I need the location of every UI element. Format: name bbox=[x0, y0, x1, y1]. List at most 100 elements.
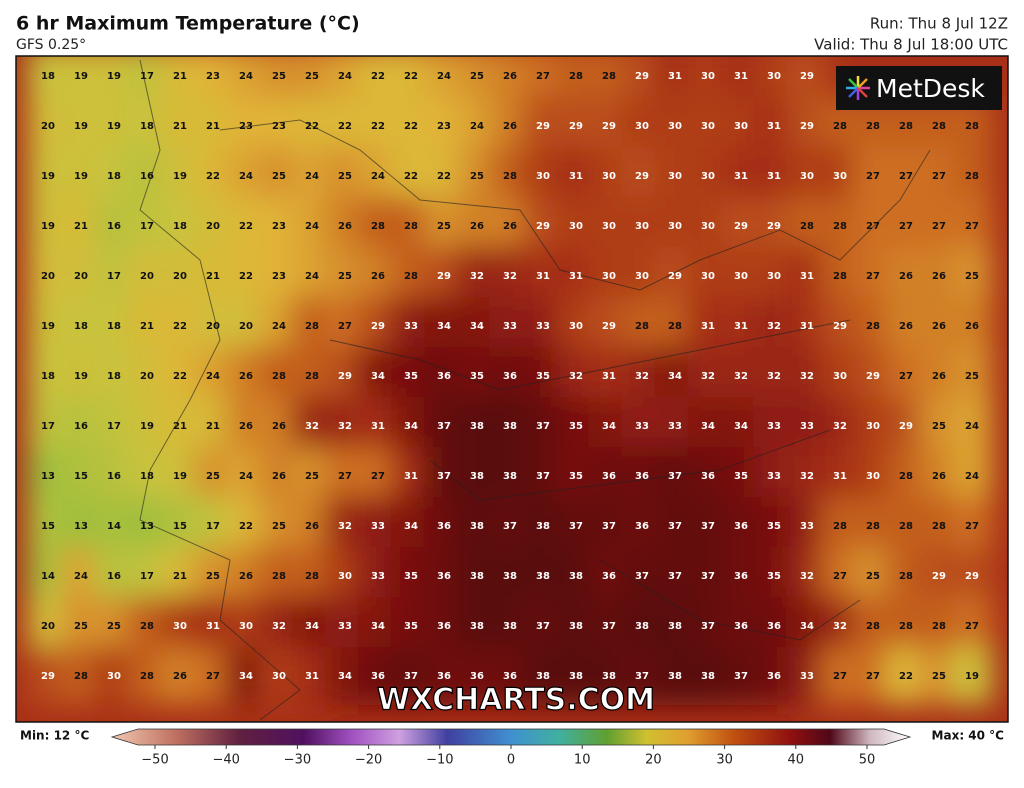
temperature-label: 24 bbox=[206, 371, 220, 382]
temperature-label: 35 bbox=[767, 571, 781, 582]
temperature-label: 28 bbox=[899, 471, 913, 482]
temperature-label: 19 bbox=[74, 121, 88, 132]
temperature-label: 27 bbox=[206, 671, 220, 682]
temperature-label: 37 bbox=[437, 471, 451, 482]
temperature-label: 37 bbox=[668, 521, 682, 532]
temperature-label: 34 bbox=[404, 421, 418, 432]
temperature-label: 32 bbox=[734, 371, 748, 382]
temperature-label: 36 bbox=[734, 571, 748, 582]
colorbar-tick-label: 50 bbox=[859, 753, 876, 768]
temperature-label: 34 bbox=[734, 421, 748, 432]
temperature-label: 29 bbox=[602, 321, 616, 332]
temperature-label: 36 bbox=[635, 471, 649, 482]
temperature-label: 34 bbox=[305, 621, 319, 632]
temperature-label: 31 bbox=[734, 71, 748, 82]
temperature-label: 24 bbox=[305, 171, 319, 182]
temperature-label: 30 bbox=[668, 221, 682, 232]
temperature-label: 29 bbox=[767, 221, 781, 232]
temperature-label: 24 bbox=[965, 421, 979, 432]
temperature-label: 30 bbox=[767, 71, 781, 82]
temperature-label: 26 bbox=[899, 271, 913, 282]
temperature-label: 28 bbox=[140, 621, 154, 632]
temperature-label: 19 bbox=[140, 421, 154, 432]
colorbar bbox=[110, 728, 912, 746]
temperature-label: 30 bbox=[833, 171, 847, 182]
temperature-label: 25 bbox=[206, 471, 220, 482]
temperature-label: 28 bbox=[866, 321, 880, 332]
temperature-label: 30 bbox=[701, 121, 715, 132]
map-frame bbox=[15, 55, 1009, 723]
colorbar-tick-label: −20 bbox=[355, 753, 382, 768]
temperature-label: 34 bbox=[668, 371, 682, 382]
temperature-label: 35 bbox=[470, 371, 484, 382]
temperature-label: 26 bbox=[503, 71, 517, 82]
temperature-label: 25 bbox=[272, 171, 286, 182]
temperature-label: 32 bbox=[272, 621, 286, 632]
temperature-label: 35 bbox=[404, 621, 418, 632]
colorbar-tick-label: 20 bbox=[645, 753, 662, 768]
temperature-label: 32 bbox=[800, 371, 814, 382]
temperature-label: 18 bbox=[173, 221, 187, 232]
colorbar-tick-label: 40 bbox=[788, 753, 805, 768]
temperature-label: 34 bbox=[602, 421, 616, 432]
temperature-label: 23 bbox=[239, 121, 253, 132]
temperature-label: 36 bbox=[701, 471, 715, 482]
temperature-label: 38 bbox=[470, 471, 484, 482]
temperature-label: 30 bbox=[767, 271, 781, 282]
temperature-label: 30 bbox=[272, 671, 286, 682]
temperature-label: 36 bbox=[437, 521, 451, 532]
temperature-label: 33 bbox=[800, 671, 814, 682]
temperature-label: 27 bbox=[866, 171, 880, 182]
temperature-label: 38 bbox=[503, 421, 517, 432]
temperature-label: 28 bbox=[800, 221, 814, 232]
temperature-label: 25 bbox=[338, 171, 352, 182]
temperature-label: 38 bbox=[668, 621, 682, 632]
temperature-label: 26 bbox=[239, 421, 253, 432]
temperature-label: 34 bbox=[239, 671, 253, 682]
temperature-label: 25 bbox=[470, 171, 484, 182]
temperature-label: 29 bbox=[866, 371, 880, 382]
temperature-label: 29 bbox=[371, 321, 385, 332]
temperature-label: 36 bbox=[437, 371, 451, 382]
temperature-label: 24 bbox=[74, 571, 88, 582]
colorbar-max: Max: 40 °C bbox=[932, 729, 1005, 743]
temperature-label: 13 bbox=[140, 521, 154, 532]
temperature-label: 36 bbox=[437, 621, 451, 632]
temperature-label: 18 bbox=[74, 321, 88, 332]
temperature-label: 37 bbox=[404, 671, 418, 682]
temperature-label: 23 bbox=[272, 221, 286, 232]
temperature-label: 33 bbox=[371, 521, 385, 532]
temperature-label: 27 bbox=[932, 221, 946, 232]
temperature-label: 27 bbox=[965, 621, 979, 632]
temperature-label: 22 bbox=[239, 221, 253, 232]
colorbar-min: Min: 12 °C bbox=[20, 729, 89, 743]
temperature-label: 27 bbox=[536, 71, 550, 82]
temperature-label: 35 bbox=[569, 471, 583, 482]
temperature-label: 37 bbox=[536, 471, 550, 482]
temperature-label: 37 bbox=[668, 571, 682, 582]
temperature-label: 28 bbox=[899, 621, 913, 632]
temperature-label: 31 bbox=[767, 121, 781, 132]
temperature-label: 27 bbox=[866, 271, 880, 282]
temperature-label: 19 bbox=[74, 71, 88, 82]
temperature-label: 32 bbox=[338, 521, 352, 532]
temperature-label: 19 bbox=[173, 171, 187, 182]
temperature-label: 22 bbox=[371, 121, 385, 132]
temperature-label: 28 bbox=[305, 571, 319, 582]
temperature-label: 31 bbox=[404, 471, 418, 482]
temperature-label: 19 bbox=[41, 321, 55, 332]
temperature-label: 33 bbox=[800, 521, 814, 532]
temperature-cell bbox=[951, 547, 993, 605]
temperature-label: 26 bbox=[239, 371, 253, 382]
temperature-label: 24 bbox=[239, 71, 253, 82]
temperature-label: 28 bbox=[932, 621, 946, 632]
temperature-label: 30 bbox=[569, 221, 583, 232]
temperature-label: 22 bbox=[173, 321, 187, 332]
temperature-label: 31 bbox=[536, 271, 550, 282]
temperature-label: 28 bbox=[404, 271, 418, 282]
temperature-label: 26 bbox=[932, 471, 946, 482]
temperature-label: 31 bbox=[800, 271, 814, 282]
colorbar-tick-label: 30 bbox=[716, 753, 733, 768]
temperature-label: 32 bbox=[305, 421, 319, 432]
temperature-label: 16 bbox=[107, 571, 121, 582]
